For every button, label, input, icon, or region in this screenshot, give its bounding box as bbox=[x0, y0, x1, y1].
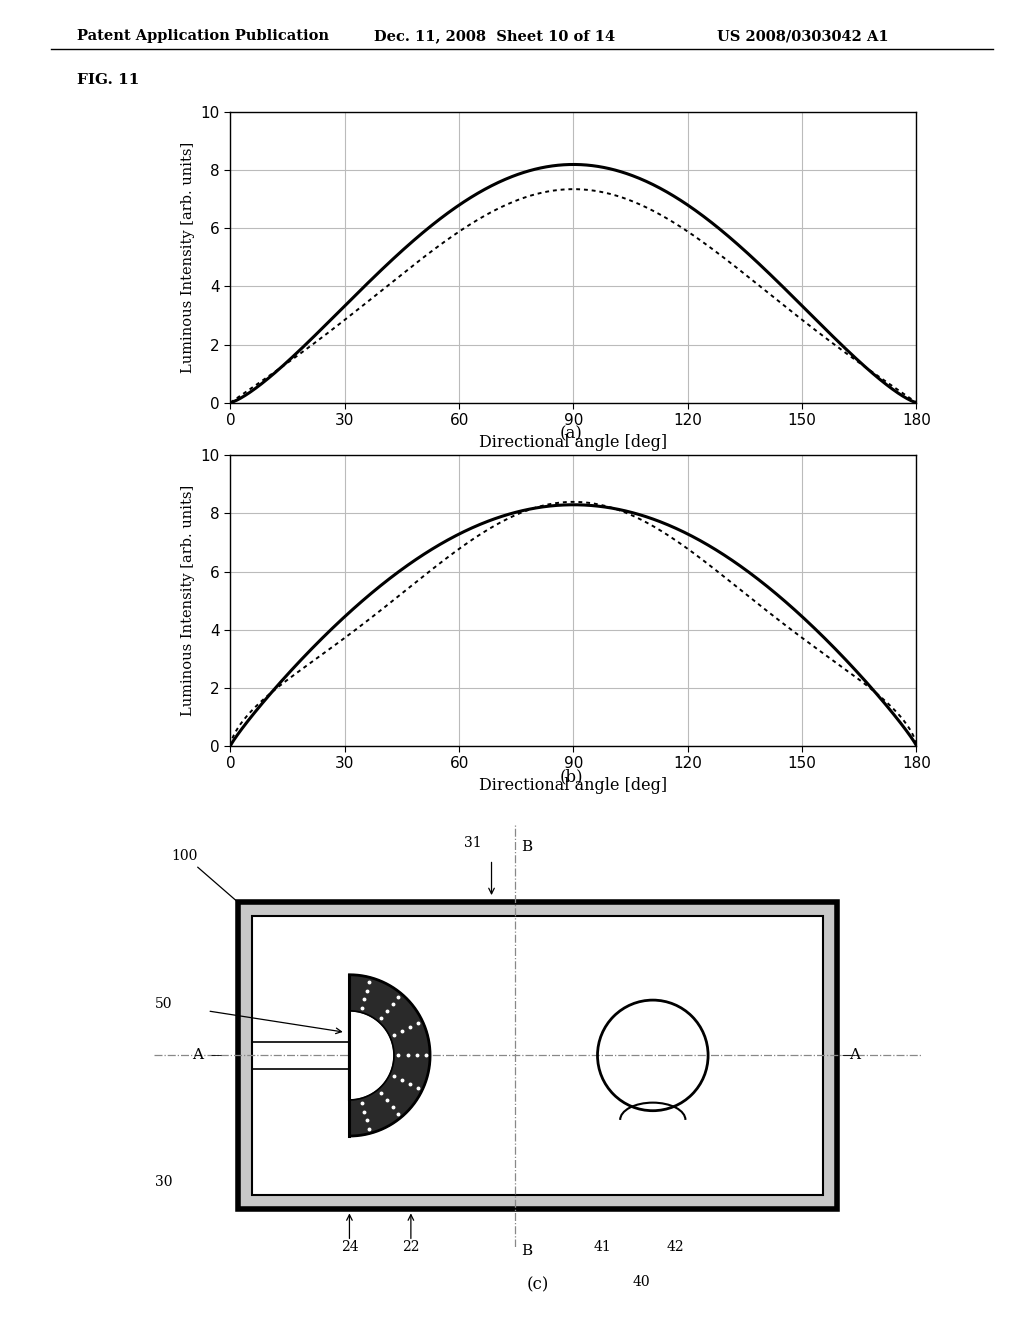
Text: 100: 100 bbox=[171, 849, 240, 904]
Text: B: B bbox=[520, 840, 531, 854]
Text: 24: 24 bbox=[341, 1241, 358, 1254]
Text: (c): (c) bbox=[526, 1276, 549, 1294]
Text: 42: 42 bbox=[667, 1241, 685, 1254]
Text: A: A bbox=[193, 1048, 204, 1063]
Text: US 2008/0303042 A1: US 2008/0303042 A1 bbox=[717, 29, 889, 44]
Text: 30: 30 bbox=[156, 1175, 173, 1189]
Text: B: B bbox=[520, 1245, 531, 1258]
Text: 41: 41 bbox=[594, 1241, 611, 1254]
Text: Patent Application Publication: Patent Application Publication bbox=[77, 29, 329, 44]
Text: 40: 40 bbox=[633, 1275, 650, 1288]
Text: FIG. 11: FIG. 11 bbox=[77, 73, 139, 87]
Bar bbox=[252, 916, 823, 1195]
X-axis label: Directional angle [deg]: Directional angle [deg] bbox=[479, 433, 668, 450]
Text: 22: 22 bbox=[402, 1241, 420, 1254]
Text: —: — bbox=[841, 1051, 852, 1060]
Y-axis label: Luminous Intensity [arb. units]: Luminous Intensity [arb. units] bbox=[181, 484, 196, 717]
Text: (b): (b) bbox=[559, 768, 584, 785]
Bar bbox=[238, 902, 838, 1209]
Text: Dec. 11, 2008  Sheet 10 of 14: Dec. 11, 2008 Sheet 10 of 14 bbox=[374, 29, 614, 44]
Text: —: — bbox=[210, 1051, 221, 1060]
Polygon shape bbox=[349, 1011, 394, 1100]
X-axis label: Directional angle [deg]: Directional angle [deg] bbox=[479, 776, 668, 793]
Text: 50: 50 bbox=[156, 997, 173, 1011]
Text: (a): (a) bbox=[560, 425, 583, 442]
Polygon shape bbox=[349, 974, 430, 1137]
Text: A: A bbox=[849, 1048, 859, 1063]
Y-axis label: Luminous Intensity [arb. units]: Luminous Intensity [arb. units] bbox=[181, 141, 196, 374]
Text: 31: 31 bbox=[464, 836, 481, 850]
